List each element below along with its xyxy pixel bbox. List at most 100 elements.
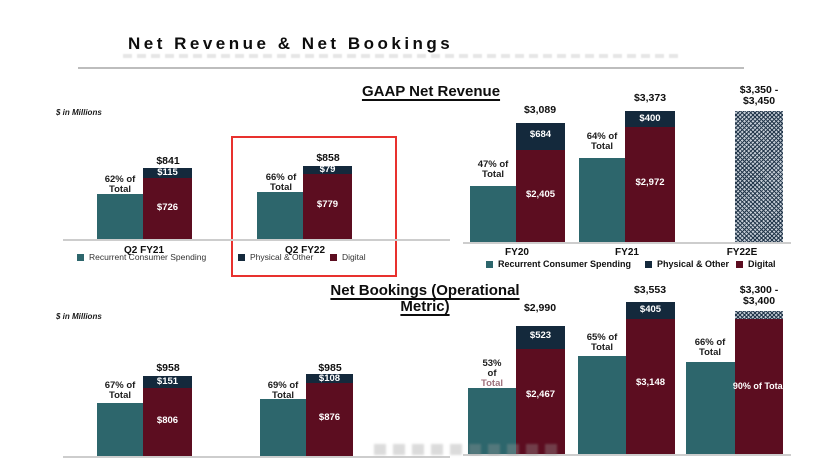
legend-label-recurrent: Recurrent Consumer Spending: [89, 252, 207, 262]
pct-line3-overlapping-bar: Total: [481, 378, 503, 389]
label-gaap-fy21-digital: $2,972: [635, 177, 665, 188]
label-gaap-q2fy21-total: $841: [156, 155, 180, 167]
label-nb-fy22e-range: $3,300 - $3,400: [724, 285, 794, 307]
label-nb-q2fy21-physical: $151: [156, 376, 179, 387]
legend-item-recurrent-fy: Recurrent Consumer Spending: [486, 259, 631, 269]
pct-line1: 62% of: [104, 174, 136, 185]
range-line1: $3,300 -: [739, 284, 779, 296]
label-gaap-fy20-total: $3,089: [523, 104, 557, 116]
label-gaap-fy20-physical: $684: [529, 129, 552, 140]
range-line1: $3,350 -: [739, 84, 779, 96]
label-gaap-fy20-digital: $2,405: [525, 189, 556, 200]
label-gaap-fy22e-range: $3,350 - $3,450: [724, 85, 794, 107]
label-nb-q2fy22-digital: $876: [318, 412, 341, 423]
bar-gaap-fy22e-estimate: [735, 111, 783, 242]
legend-swatch-recurrent: [486, 260, 493, 268]
bar-gaap-fy20-digital: [516, 150, 565, 242]
label-gaap-fy21-physical: $400: [639, 113, 661, 124]
bookings-quarterly-x-axis: [63, 456, 450, 458]
bar-gaap-q2fy22-digital: [303, 174, 352, 239]
bar-gaap-q2fy21-physical: [143, 168, 192, 178]
bookings-heading-line2: Metric): [400, 298, 450, 315]
bar-nb-fy20-recurrent: [468, 388, 516, 454]
label-nb-q2fy22-pct: 69% of Total: [253, 381, 313, 401]
bar-nb-q2fy22-physical: [306, 374, 353, 383]
bar-nb-q2fy21-recurrent: [97, 403, 143, 456]
watermark: [374, 444, 564, 455]
label-gaap-q2fy22-total: $858: [316, 152, 340, 164]
bookings-heading: Net Bookings (Operational Metric): [315, 283, 535, 315]
legend-swatch-digital: [736, 260, 743, 268]
title-divider: [78, 67, 744, 69]
bar-gaap-fy21-physical: [625, 111, 675, 127]
xlabel-gaap-fy20: FY20: [505, 247, 529, 258]
bar-nb-fy22e-recurrent: [686, 362, 735, 454]
page-title: Net Revenue & Net Bookings: [128, 34, 454, 53]
label-nb-fy21-physical: $405: [639, 304, 662, 315]
bar-gaap-fy20-recurrent: [470, 186, 517, 242]
label-nb-fy21-total: $3,553: [633, 284, 667, 296]
label-gaap-q2fy22-pct: 66% of Total: [251, 173, 311, 193]
legend-item-physical-q: Physical & Other: [238, 252, 313, 262]
pct-line1: 65% of: [586, 332, 618, 343]
bar-gaap-fy20-physical: [516, 123, 565, 150]
pct-line1: 69% of: [267, 380, 299, 391]
legend-item-digital-fy: Digital: [736, 259, 776, 269]
units-label-bottom: $ in Millions: [56, 312, 102, 321]
gaap-quarterly-x-axis: [63, 239, 450, 241]
pct-line1: 66% of: [265, 172, 297, 183]
pct-line2: Total: [109, 390, 131, 401]
faint-subtitle-artifact: [123, 54, 683, 58]
pct-line2: Total: [482, 169, 504, 180]
label-gaap-q2fy22-physical: $79: [319, 164, 336, 175]
pct-line2: Total: [109, 184, 131, 195]
legend-swatch-physical: [645, 260, 652, 268]
gaap-heading: GAAP Net Revenue: [361, 83, 501, 100]
legend-label-physical: Physical & Other: [657, 259, 730, 269]
xlabel-gaap-fy21: FY21: [615, 247, 639, 258]
xlabel-gaap-q2fy21: Q2 FY21: [123, 245, 165, 256]
xlabel-gaap-fy22e: FY22E: [726, 247, 758, 258]
label-nb-q2fy21-total: $958: [156, 362, 180, 374]
legend-swatch-recurrent: [77, 253, 84, 261]
label-nb-fy20-total: $2,990: [523, 302, 557, 314]
bar-nb-q2fy22-recurrent: [260, 399, 306, 456]
bar-nb-fy22e-estimate-top: [735, 311, 783, 319]
bar-nb-fy21-recurrent: [578, 356, 626, 454]
pct-line2: Total: [270, 182, 292, 193]
label-nb-fy21-digital: $3,148: [635, 377, 666, 388]
range-line2: $3,400: [742, 295, 776, 307]
bar-gaap-q2fy22-recurrent: [257, 192, 303, 239]
bar-nb-fy21-digital: [626, 319, 675, 454]
bar-gaap-q2fy21-digital: [143, 178, 192, 239]
range-line2: $3,450: [742, 95, 776, 107]
label-nb-q2fy22-total: $985: [318, 362, 342, 374]
label-nb-q2fy21-pct: 67% of Total: [90, 381, 150, 401]
legend-swatch-digital: [330, 253, 337, 261]
pct-line1: 66% of: [694, 337, 726, 348]
legend-swatch-physical: [238, 253, 245, 261]
pct-line2: Total: [591, 141, 613, 152]
label-nb-q2fy21-digital: $806: [156, 415, 179, 426]
bar-nb-fy20-digital: [516, 349, 565, 454]
bookings-heading-line1: Net Bookings (Operational: [330, 282, 520, 299]
pct-line2: Total: [591, 342, 613, 353]
label-nb-fy21-pct: 65% of Total: [572, 333, 632, 353]
label-gaap-q2fy22-digital: $779: [316, 199, 339, 210]
legend-label-physical: Physical & Other: [250, 252, 314, 262]
bar-nb-q2fy22-digital: [306, 383, 353, 456]
legend-item-physical-fy: Physical & Other: [645, 259, 729, 269]
gaap-annual-x-axis: [463, 242, 791, 244]
pct-line1: 64% of: [586, 131, 618, 142]
legend-label-digital: Digital: [748, 259, 776, 269]
legend-label-recurrent: Recurrent Consumer Spending: [498, 259, 632, 269]
label-gaap-fy21-pct: 64% of Total: [572, 132, 632, 152]
label-nb-fy20-physical: $523: [529, 330, 552, 341]
label-nb-fy20-pct: 53% of Total: [462, 359, 522, 389]
label-nb-fy22e-digital-pct: 90% of Total: [732, 381, 786, 391]
label-nb-q2fy22-physical: $108: [318, 373, 341, 384]
pct-line2: Total: [272, 390, 294, 401]
legend-item-recurrent-q: Recurrent Consumer Spending: [77, 252, 206, 262]
bar-nb-q2fy21-digital: [143, 388, 192, 456]
